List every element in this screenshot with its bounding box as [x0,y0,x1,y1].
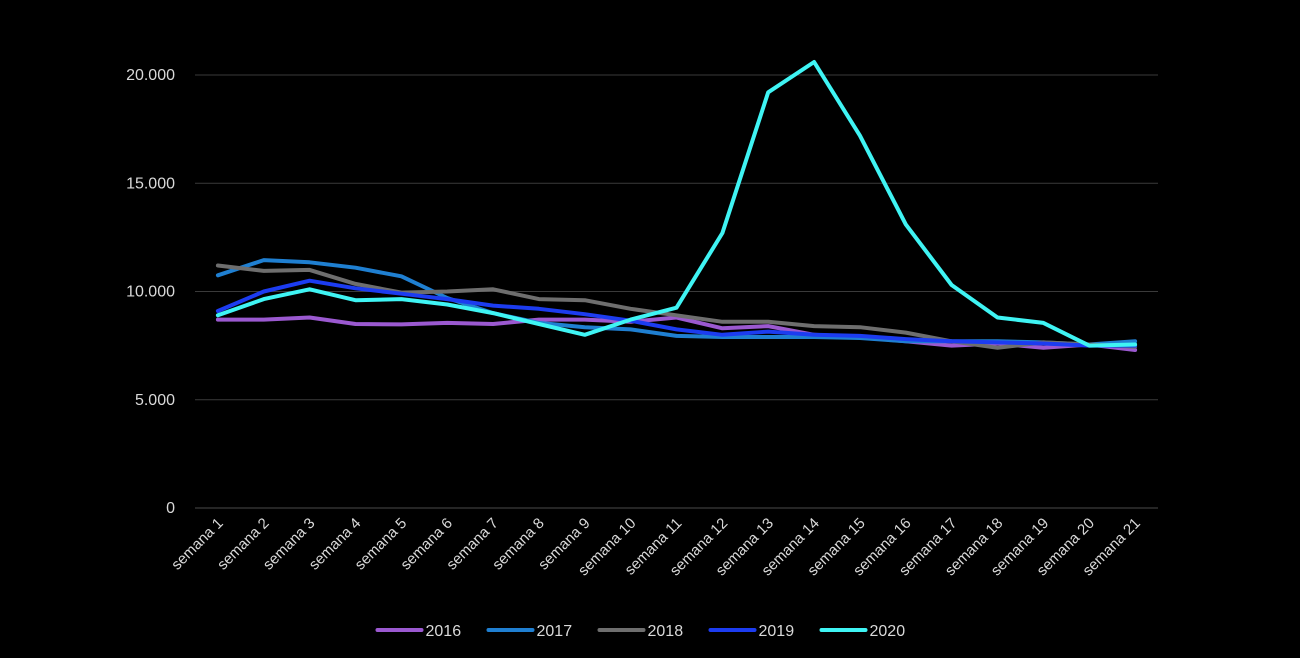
legend-item-2018: 2018 [597,623,684,640]
y-tick-label: 20.000 [126,67,175,84]
y-tick-label: 10.000 [126,284,175,301]
legend-label: 2016 [426,623,462,640]
legend: 2016 2017 2018 2019 2020 [375,623,906,640]
series-line-2016 [215,315,1138,352]
gridlines [195,74,1158,509]
legend-label: 2018 [648,623,684,640]
y-tick-label: 5.000 [135,392,175,409]
series-lines [215,60,1138,352]
y-tick-label: 15.000 [126,175,175,192]
series-line-2017 [215,258,1138,347]
legend-label: 2017 [537,623,573,640]
legend-item-2020: 2020 [819,623,906,640]
y-tick-label: 0 [166,500,175,517]
y-axis-ticks: 0 5.000 10.000 15.000 20.000 [126,67,175,517]
legend-item-2017: 2017 [486,623,573,640]
series-line-2020 [215,60,1138,348]
legend-label: 2019 [759,623,795,640]
legend-label: 2020 [870,623,906,640]
legend-item-2019: 2019 [708,623,795,640]
series-line-2018 [215,263,1138,350]
series-line-2019 [215,278,1138,348]
legend-item-2016: 2016 [375,623,462,640]
